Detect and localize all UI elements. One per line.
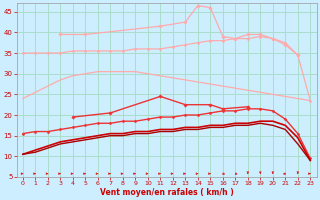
X-axis label: Vent moyen/en rafales ( km/h ): Vent moyen/en rafales ( km/h ) (100, 188, 234, 197)
